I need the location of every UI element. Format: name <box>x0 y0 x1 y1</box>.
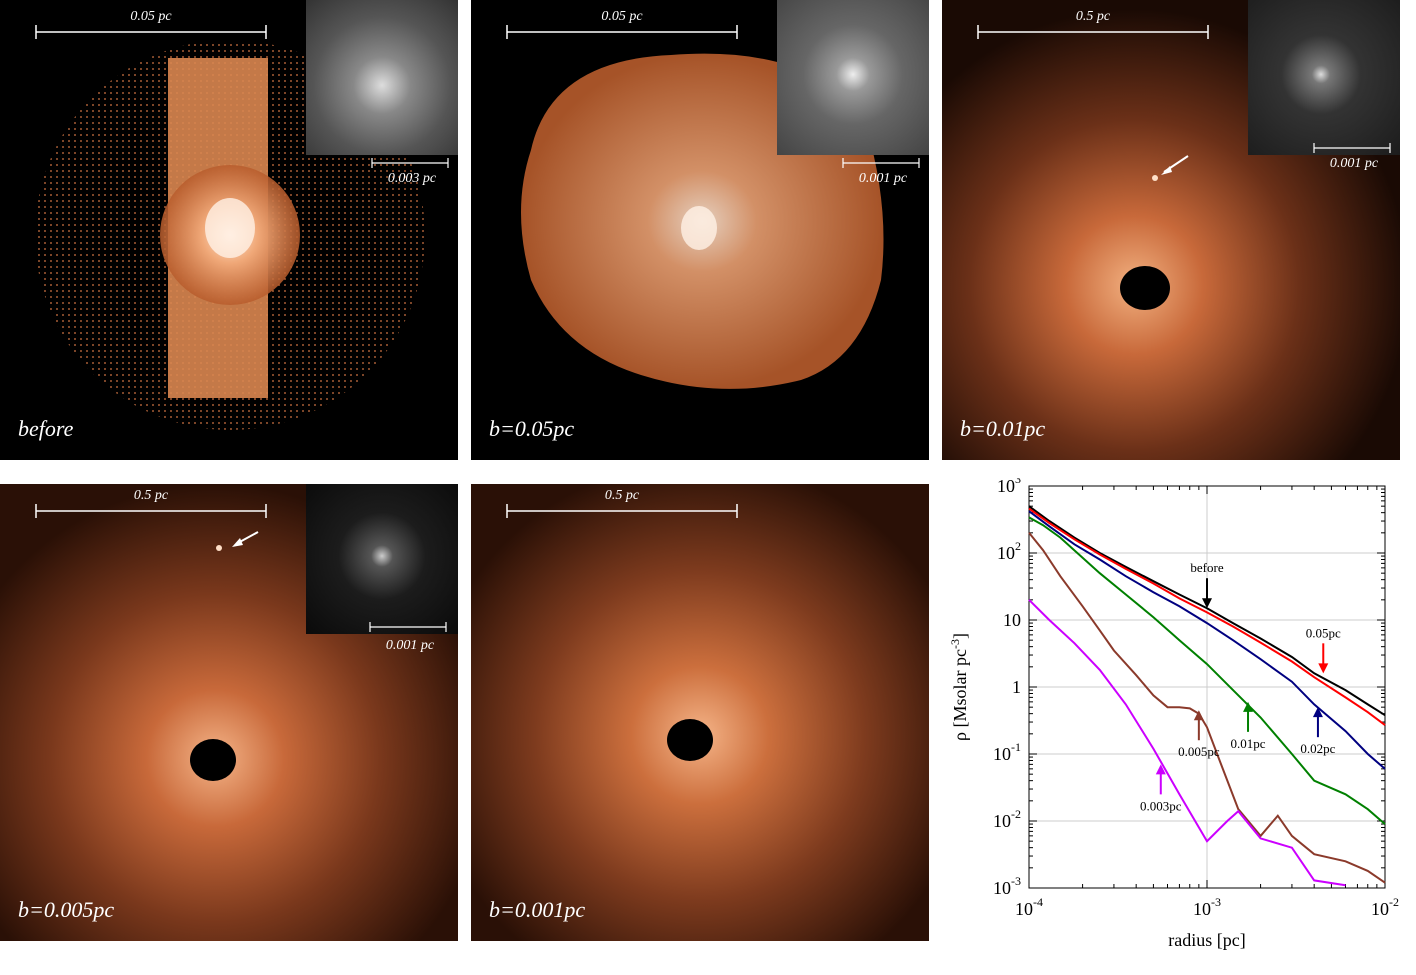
panel-before: 0.05 pc 0.003 pc before <box>0 0 458 460</box>
scale-bar: 0.5 pc <box>35 488 267 518</box>
arrow-icon <box>1202 598 1212 609</box>
scale-label: 0.5 pc <box>605 488 640 503</box>
zoom-inset <box>777 0 929 155</box>
gas-render-b0001 <box>471 484 929 941</box>
y-tick-label: 1 <box>1012 677 1021 697</box>
inset-scale-bar: 0.003 pc <box>371 158 449 186</box>
scale-label: 0.5 pc <box>134 488 169 503</box>
inset-scale-label: 0.003 pc <box>388 171 437 186</box>
scale-label: 0.05 pc <box>601 9 643 24</box>
panel-b0001: 0.5 pc b=0.001pc <box>471 484 929 941</box>
y-tick-label: 102 <box>997 539 1021 563</box>
series-line-001pc <box>1028 516 1386 825</box>
scale-bar: 0.5 pc <box>506 488 738 518</box>
scale-bar: 0.05 pc <box>35 9 267 39</box>
annotation-label: 0.02pc <box>1300 741 1335 756</box>
y-tick-label: 10-3 <box>993 874 1021 898</box>
series-line-005pc <box>1028 507 1386 726</box>
x-tick-label: 10-3 <box>1193 895 1221 919</box>
scale-bar: 0.5 pc <box>977 9 1209 39</box>
panel-label: before <box>18 416 74 441</box>
inset-scale-bar: 0.001 pc <box>842 158 920 186</box>
arrow-icon <box>1312 707 1323 718</box>
arrow-icon <box>1155 764 1166 775</box>
zoom-inset <box>1248 0 1400 155</box>
arrow-icon <box>1243 701 1254 712</box>
panel-b0005: 0.5 pc 0.001 pc b=0.005pc <box>0 484 458 941</box>
inset-scale-bar: 0.001 pc <box>369 622 447 653</box>
annotation-label: 0.01pc <box>1231 736 1266 751</box>
x-axis-label: radius [pc] <box>1168 930 1245 950</box>
panel-b005: 0.05 pc 0.001 pc b=0.05pc <box>471 0 929 460</box>
annotation-label: 0.005pc <box>1178 744 1220 759</box>
panel-b001: 0.5 pc 0.001 pc b=0.01pc <box>942 0 1400 460</box>
panel-label: b=0.005pc <box>18 897 115 922</box>
arrow-icon <box>1193 710 1204 721</box>
y-tick-label: 10-2 <box>993 807 1021 831</box>
panel-label: b=0.001pc <box>489 897 586 922</box>
series-line-0005pc <box>1028 532 1386 884</box>
x-tick-label: 10-2 <box>1371 895 1399 919</box>
annotation-label: 0.05pc <box>1306 625 1341 640</box>
panel-label: b=0.01pc <box>960 416 1046 441</box>
grid <box>1029 486 1385 888</box>
zoom-inset <box>306 0 458 155</box>
x-tick-label: 10-4 <box>1015 895 1043 919</box>
series-line-002pc <box>1028 510 1386 770</box>
zoom-inset <box>306 484 458 634</box>
arrow-icon <box>1318 663 1329 674</box>
scale-label: 0.05 pc <box>130 9 172 24</box>
inset-scale-label: 0.001 pc <box>386 638 435 653</box>
annotation-label: 0.003pc <box>1140 798 1182 813</box>
series-lines <box>1028 505 1386 887</box>
panel-label: b=0.05pc <box>489 416 575 441</box>
series-line-0003pc <box>1028 599 1346 887</box>
scale-bar: 0.05 pc <box>506 9 738 39</box>
annotations: before 0.05pc 0.02pc 0.01pc 0.005pc 0.003pc <box>1140 560 1341 813</box>
y-tick-label: 10 <box>1003 610 1021 630</box>
inset-scale-label: 0.001 pc <box>1330 156 1379 171</box>
annotation-label: before <box>1190 560 1223 575</box>
inset-scale-label: 0.001 pc <box>859 171 908 186</box>
inset-scale-bar: 0.001 pc <box>1313 143 1391 171</box>
scale-label: 0.5 pc <box>1076 9 1111 24</box>
y-tick-label: 103 <box>997 478 1021 496</box>
y-axis-label: ρ [Msolar pc-3] <box>948 633 970 741</box>
y-tick-label: 10-1 <box>993 740 1021 764</box>
